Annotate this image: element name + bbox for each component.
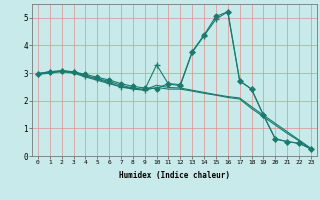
X-axis label: Humidex (Indice chaleur): Humidex (Indice chaleur) bbox=[119, 171, 230, 180]
